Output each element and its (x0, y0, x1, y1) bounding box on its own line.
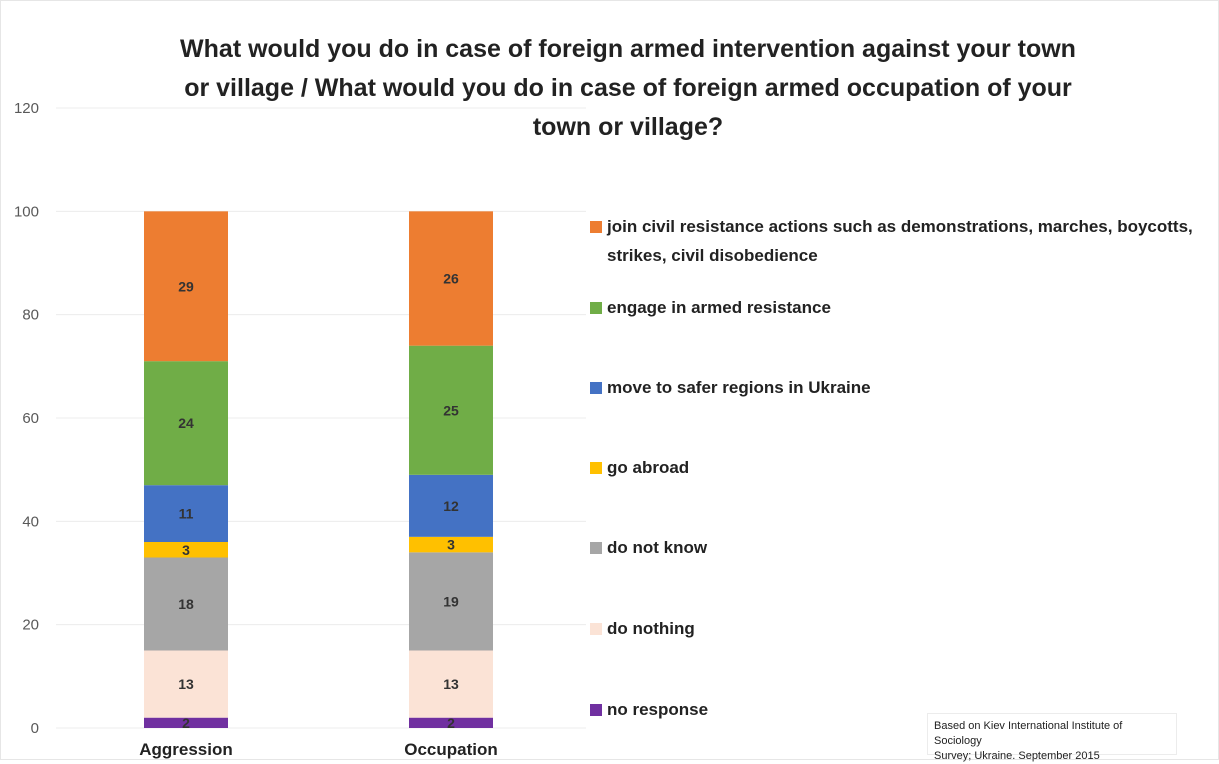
bar-segment (144, 557, 228, 651)
y-tick-label: 120 (14, 100, 39, 117)
x-category-label: Aggression (139, 740, 233, 759)
data-label: 18 (178, 596, 194, 612)
legend-swatch (590, 382, 602, 394)
y-axis-ticks: 0 20 40 60 80 100 120 (14, 100, 39, 737)
data-label: 2 (182, 715, 190, 731)
legend-swatch (590, 302, 602, 314)
legend-label: join civil resistance actions such as de… (606, 217, 1193, 236)
y-tick-label: 80 (22, 307, 39, 324)
data-label: 29 (178, 278, 194, 294)
y-tick-label: 40 (22, 513, 39, 530)
data-label: 3 (447, 537, 455, 553)
bar-segment (409, 717, 493, 728)
data-label: 11 (179, 506, 194, 522)
data-label: 19 (443, 593, 459, 609)
bar-segment (144, 485, 228, 542)
legend-label: engage in armed resistance (607, 298, 831, 317)
data-labels: 2 13 18 3 11 24 29 2 13 19 3 12 25 26 (178, 271, 459, 731)
chart-title-line: or village / What would you do in case o… (184, 74, 1072, 102)
bar-segment (144, 717, 228, 728)
y-tick-label: 20 (22, 617, 39, 634)
bar-segment (409, 536, 493, 553)
data-label: 24 (178, 415, 194, 431)
bar-segment (409, 650, 493, 718)
data-label: 13 (178, 676, 194, 692)
legend-swatch (590, 623, 602, 635)
data-label: 3 (182, 542, 190, 558)
legend-swatch (590, 704, 602, 716)
legend-swatch (590, 221, 602, 233)
legend: join civil resistance actions such as de… (590, 217, 1193, 719)
y-tick-label: 60 (22, 410, 39, 427)
legend-swatch (590, 462, 602, 474)
source-line-1: Based on Kiev International Institute of… (934, 720, 1123, 747)
legend-label: go abroad (607, 458, 689, 477)
source-line-2: Survey; Ukraine. September 2015 (934, 749, 1100, 762)
bar-segment (144, 361, 228, 486)
bar-segment (144, 542, 228, 558)
chart-title-line: What would you do in case of foreign arm… (180, 35, 1076, 63)
source-note: Based on Kiev International Institute of… (927, 713, 1177, 762)
data-label: 25 (443, 402, 459, 418)
data-label: 26 (443, 271, 459, 287)
data-label: 13 (443, 676, 459, 692)
chart-title-line: town or village? (533, 113, 723, 141)
bar-segment (409, 474, 493, 537)
chart-title: What would you do in case of foreign arm… (180, 35, 1076, 141)
legend-label: strikes, civil disobedience (607, 246, 818, 265)
bars (144, 211, 493, 728)
y-tick-label: 100 (14, 203, 39, 220)
data-label: 2 (447, 715, 455, 731)
data-label: 12 (443, 498, 459, 514)
legend-label: no response (607, 700, 708, 719)
y-tick-label: 0 (31, 720, 39, 737)
legend-swatch (590, 542, 602, 554)
legend-label: do nothing (607, 619, 695, 638)
x-category-label: Occupation (404, 740, 498, 759)
bar-segment (144, 211, 228, 362)
legend-label: do not know (607, 538, 708, 557)
legend-label: move to safer regions in Ukraine (607, 378, 871, 397)
bar-segment (409, 345, 493, 475)
bar-segment (144, 650, 228, 718)
gridlines (56, 107, 586, 729)
x-axis-categories: Aggression Occupation (139, 740, 498, 759)
bar-segment (409, 211, 493, 346)
bar-segment (409, 552, 493, 651)
